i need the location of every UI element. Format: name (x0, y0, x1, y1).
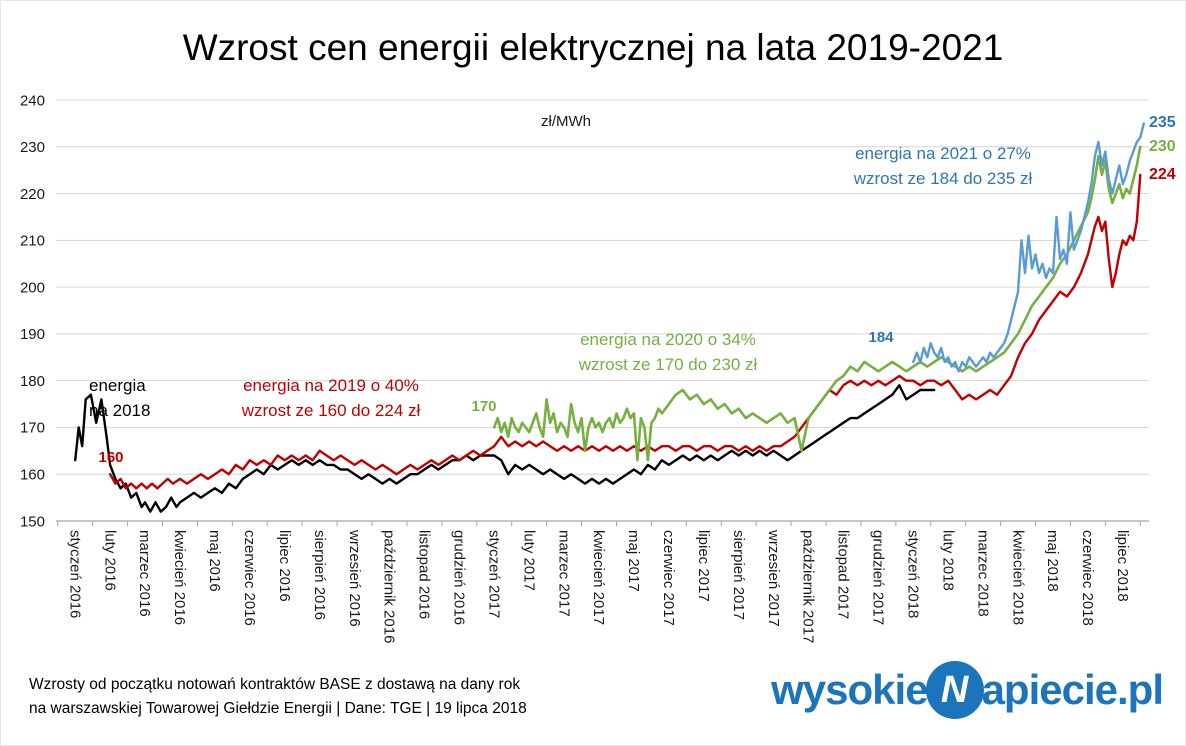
x-tick-label: listopad 2016 (416, 530, 433, 619)
site-logo: wysokie N apiecie.pl (771, 661, 1164, 719)
logo-text-prefix: wysokie (771, 666, 928, 713)
annotation-line: energia na 2020 o 34% (580, 330, 756, 349)
annotation-line: wzrost ze 184 do 235 zł (853, 169, 1033, 188)
annotation-line: energia (89, 376, 146, 395)
x-tick-label: listopad 2017 (835, 530, 852, 619)
x-tick-label: wrzesień 2017 (765, 529, 782, 627)
x-tick-label: maj 2018 (1044, 530, 1061, 592)
x-tick-label: grudzień 2017 (870, 530, 887, 625)
value-label-end-2020: 230 (1149, 138, 1176, 155)
x-tick-label: styczeń 2018 (904, 530, 921, 618)
annotation-line: energia na 2019 o 40% (243, 376, 419, 395)
x-tick-label: kwiecień 2016 (171, 530, 188, 625)
x-tick-label: październik 2016 (381, 530, 398, 643)
x-tick-label: luty 2018 (939, 530, 956, 591)
x-tick-label: kwiecień 2018 (1009, 530, 1026, 625)
y-tick-label: 230 (20, 139, 45, 156)
series-line-energia-na-2021 (912, 122, 1146, 373)
chart-title: Wzrost cen energii elektrycznej na lata … (182, 27, 1004, 68)
y-tick-label: 190 (20, 326, 45, 343)
value-label-start-2020: 170 (471, 398, 497, 415)
x-tick-label: marzec 2017 (555, 530, 572, 617)
logo-text-suffix: apiecie.pl (981, 666, 1164, 713)
y-tick-label: 150 (20, 513, 45, 530)
annotation-2018: energia na 2018 (89, 373, 199, 423)
x-tick-label: czerwiec 2018 (1079, 530, 1096, 626)
x-tick-label: czerwiec 2016 (241, 530, 258, 626)
annotation-2019: energia na 2019 o 40% wzrost ze 160 do 2… (221, 373, 441, 423)
y-tick-label: 180 (20, 373, 45, 390)
y-tick-label: 220 (20, 186, 45, 203)
x-tick-label: lipiec 2018 (1114, 530, 1131, 602)
x-tick-label: lipiec 2016 (276, 530, 293, 602)
x-tick-label: czerwiec 2017 (660, 530, 677, 626)
source-note-line: na warszawskiej Towarowej Giełdzie Energ… (29, 700, 527, 717)
x-tick-label: luty 2016 (101, 530, 118, 591)
x-tick-label: marzec 2016 (136, 530, 153, 617)
x-tick-label: maj 2016 (206, 530, 223, 592)
series-line-energia-na-2019 (108, 173, 1142, 490)
value-label-end-2019: 224 (1149, 166, 1176, 183)
series-line-energia-na-2018 (73, 384, 936, 513)
source-note: Wzrosty od początku notowań kontraktów B… (29, 673, 527, 721)
value-label-end-2021: 235 (1149, 114, 1176, 131)
annotation-2020: energia na 2020 o 34% wzrost ze 170 do 2… (555, 327, 781, 377)
value-label-start-2019: 160 (98, 449, 124, 466)
y-tick-label: 200 (20, 279, 45, 296)
series-line-energia-na-2020 (492, 145, 1142, 462)
y-tick-label: 160 (20, 466, 45, 483)
x-tick-label: wrzesień 2016 (346, 529, 363, 627)
x-tick-label: październik 2017 (800, 530, 817, 643)
x-tick-label: kwiecień 2017 (590, 530, 607, 625)
x-tick-label: sierpień 2016 (311, 530, 328, 620)
x-tick-label: grudzień 2016 (451, 530, 468, 625)
value-label-start-2021: 184 (868, 329, 894, 346)
logo-n-icon: N (925, 661, 984, 719)
y-tick-label: 240 (20, 92, 45, 109)
x-tick-label: luty 2017 (520, 530, 537, 591)
x-tick-label: maj 2017 (625, 530, 642, 592)
annotation-line: energia na 2021 o 27% (855, 144, 1031, 163)
annotation-line: wzrost ze 170 do 230 zł (578, 355, 758, 374)
x-tick-label: marzec 2018 (974, 530, 991, 617)
annotation-line: na 2018 (89, 401, 151, 420)
y-axis-unit-label: zł/MWh (541, 113, 591, 130)
source-note-line: Wzrosty od początku notowań kontraktów B… (29, 676, 521, 693)
x-tick-label: sierpień 2017 (730, 530, 747, 620)
x-tick-label: styczeń 2016 (66, 530, 83, 618)
y-tick-label: 170 (20, 420, 45, 437)
annotation-line: wzrost ze 160 do 224 zł (241, 401, 421, 420)
x-tick-label: lipiec 2017 (695, 530, 712, 602)
annotation-2021: energia na 2021 o 27% wzrost ze 184 do 2… (829, 141, 1057, 191)
x-tick-label: styczeń 2017 (485, 530, 502, 618)
y-tick-label: 210 (20, 233, 45, 250)
